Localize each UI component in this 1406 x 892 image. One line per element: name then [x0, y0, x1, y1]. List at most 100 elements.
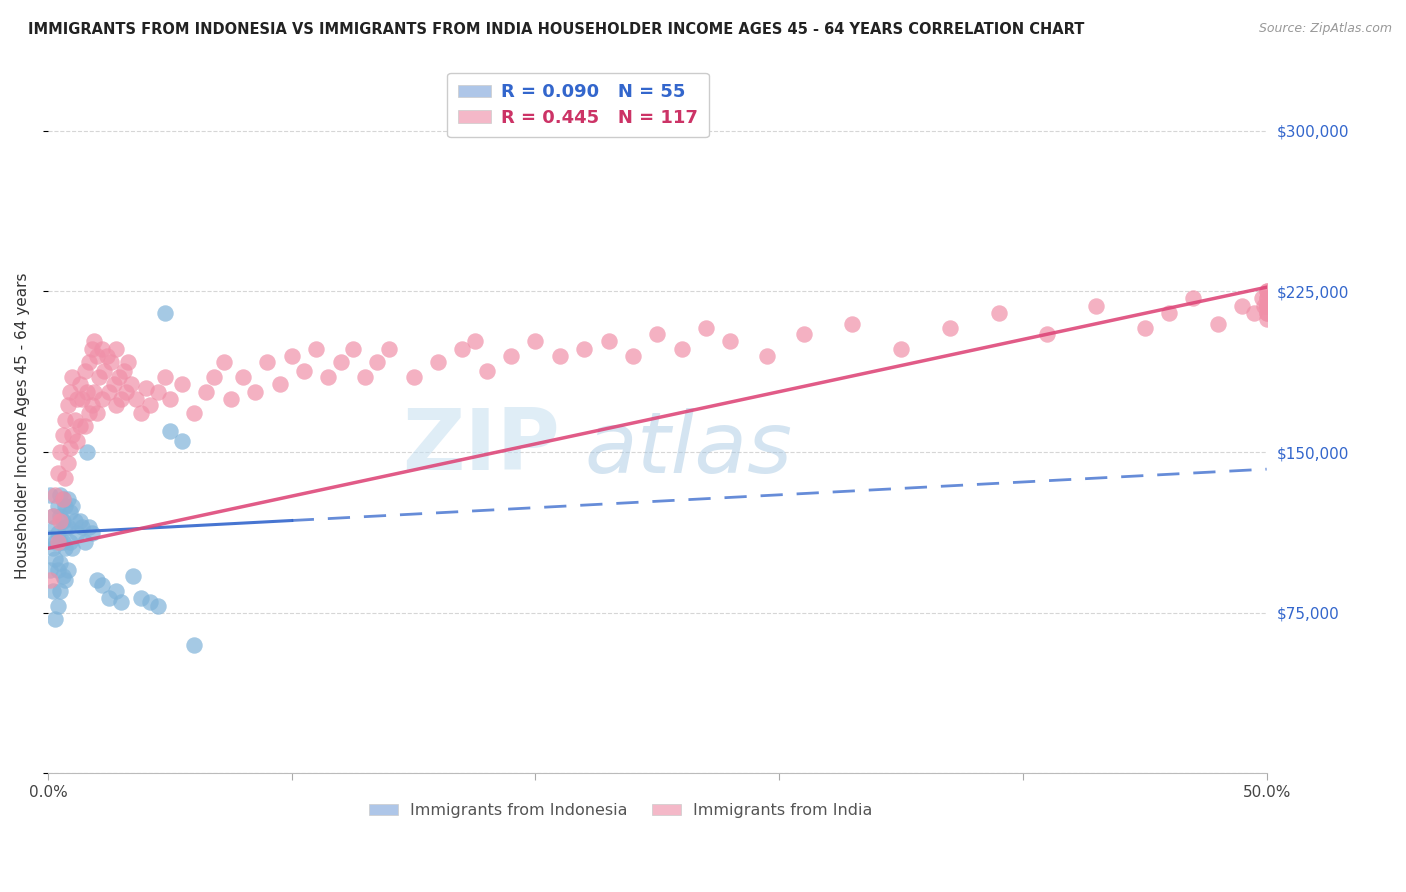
Point [59, 505, 82, 519]
Point [46, 467, 69, 481]
Point [46, 599, 69, 614]
Point [129, 407, 152, 421]
Point [793, 327, 815, 342]
Point [1256, 306, 1278, 320]
Point [49, 535, 72, 549]
Point [53, 541, 76, 556]
Legend: Immigrants from Indonesia, Immigrants from India: Immigrants from Indonesia, Immigrants fr… [363, 797, 879, 824]
Point [1256, 285, 1278, 299]
Point [52, 569, 75, 583]
Point [39, 574, 62, 588]
Point [621, 349, 644, 363]
Point [890, 343, 912, 357]
Point [90, 392, 112, 406]
Point [159, 424, 181, 438]
Point [98, 385, 121, 400]
Point [80, 343, 103, 357]
Point [139, 398, 162, 412]
Point [105, 343, 128, 357]
Point [73, 535, 96, 549]
Point [122, 569, 145, 583]
Point [44, 488, 66, 502]
Point [153, 306, 176, 320]
Point [159, 392, 181, 406]
Point [115, 385, 138, 400]
Point [103, 376, 125, 391]
Point [73, 364, 96, 378]
Point [100, 355, 122, 369]
Point [62, 428, 84, 442]
Point [212, 355, 235, 369]
Point [464, 334, 486, 348]
Point [66, 434, 89, 449]
Point [318, 370, 340, 384]
Point [86, 407, 108, 421]
Point [46, 499, 69, 513]
Point [1253, 300, 1275, 314]
Point [76, 445, 98, 459]
Point [112, 364, 135, 378]
Point [79, 520, 101, 534]
Point [44, 612, 66, 626]
Point [42, 584, 65, 599]
Point [56, 398, 79, 412]
Point [49, 509, 72, 524]
Point [52, 514, 75, 528]
Point [183, 638, 205, 652]
Point [62, 499, 84, 513]
Point [125, 392, 148, 406]
Point [53, 574, 76, 588]
Point [79, 355, 101, 369]
Point [86, 349, 108, 363]
Point [987, 306, 1010, 320]
Point [62, 541, 84, 556]
Point [46, 526, 69, 541]
Text: IMMIGRANTS FROM INDONESIA VS IMMIGRANTS FROM INDIA HOUSEHOLDER INCOME AGES 45 - : IMMIGRANTS FROM INDONESIA VS IMMIGRANTS … [28, 22, 1084, 37]
Point [1250, 291, 1272, 305]
Point [83, 334, 105, 348]
Point [52, 535, 75, 549]
Point [1256, 300, 1278, 314]
Point [451, 343, 474, 357]
Point [342, 343, 364, 357]
Point [76, 385, 98, 400]
Point [939, 321, 962, 335]
Point [42, 509, 65, 524]
Point [172, 376, 194, 391]
Point [232, 370, 254, 384]
Point [1256, 300, 1278, 314]
Point [49, 584, 72, 599]
Point [44, 520, 66, 534]
Point [62, 370, 84, 384]
Point [183, 407, 205, 421]
Point [39, 563, 62, 577]
Point [1256, 312, 1278, 326]
Point [202, 370, 225, 384]
Point [756, 349, 779, 363]
Point [1206, 317, 1229, 331]
Point [105, 584, 128, 599]
Point [245, 385, 267, 400]
Point [195, 385, 218, 400]
Point [1036, 327, 1059, 342]
Point [44, 535, 66, 549]
Point [49, 445, 72, 459]
Point [501, 349, 523, 363]
Point [598, 334, 620, 348]
Point [1243, 306, 1265, 320]
Point [59, 385, 82, 400]
Point [120, 376, 142, 391]
Point [83, 385, 105, 400]
Point [44, 552, 66, 566]
Point [90, 343, 112, 357]
Point [53, 471, 76, 485]
Point [53, 499, 76, 513]
Point [59, 441, 82, 455]
Point [52, 428, 75, 442]
Point [52, 492, 75, 507]
Point [73, 419, 96, 434]
Point [70, 392, 93, 406]
Point [1256, 300, 1278, 314]
Point [80, 526, 103, 541]
Point [90, 578, 112, 592]
